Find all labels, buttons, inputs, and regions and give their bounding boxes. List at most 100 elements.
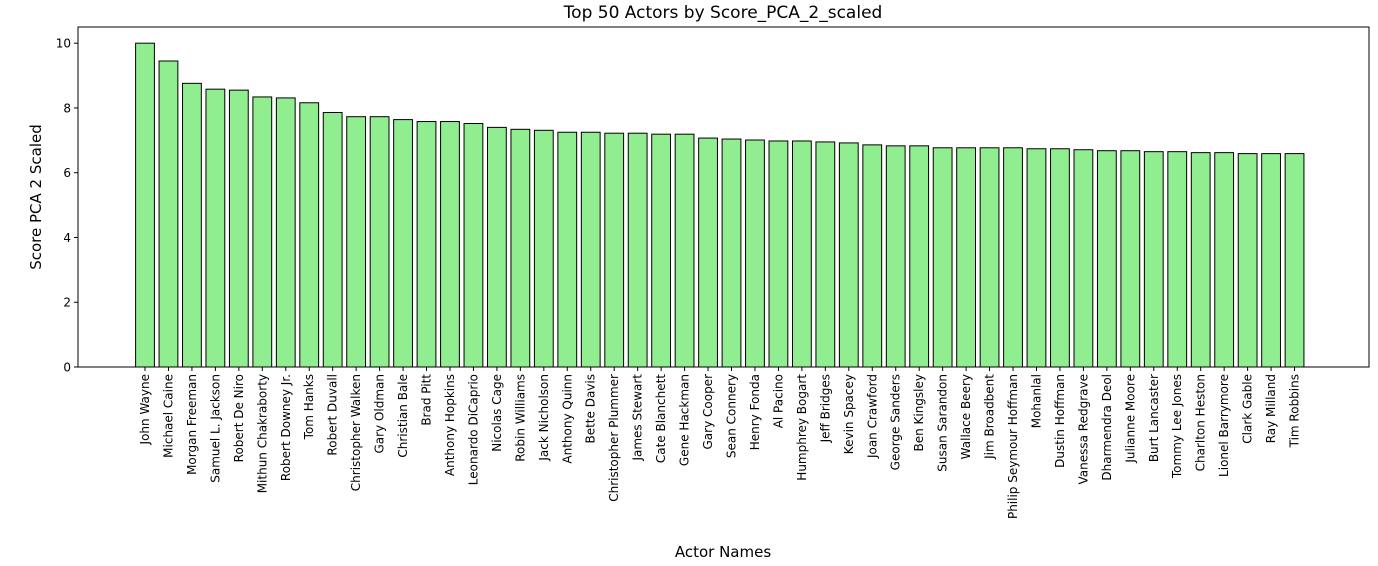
bar: [322, 111, 343, 368]
x-tick-label: Clark Gable: [1241, 374, 1255, 444]
bar: [346, 116, 367, 368]
x-tick-label: Henry Fonda: [748, 374, 762, 450]
bar: [182, 82, 202, 368]
bar: [862, 144, 883, 368]
bar: [838, 142, 859, 368]
x-tick-label: Robert Downey Jr.: [279, 374, 293, 481]
x-tick-label: Sean Connery: [725, 374, 739, 458]
x-tick-label: Leonardo DiCaprio: [466, 374, 480, 485]
x-tick-label: Charlton Heston: [1194, 374, 1208, 471]
x-tick-label: Brad Pitt: [420, 374, 434, 426]
bar: [440, 121, 460, 368]
bar: [768, 140, 789, 368]
y-tick-label: 6: [63, 166, 71, 180]
x-tick-label: Burt Lancaster: [1147, 374, 1161, 462]
y-tick-label: 10: [56, 37, 71, 51]
bar: [1120, 150, 1141, 368]
plot-frame: [77, 26, 1370, 368]
y-axis: 0 2 4 6 8 10: [56, 37, 78, 375]
x-tick-label: Wallace Beery: [959, 374, 973, 459]
x-tick-label: Jeff Bridges: [818, 374, 832, 443]
x-tick-label: Jack Nicholson: [537, 374, 551, 462]
bar: [299, 102, 320, 368]
y-tick-label: 4: [63, 231, 71, 245]
x-tick-label: Michael Caine: [161, 374, 175, 458]
bar: [721, 138, 742, 368]
bar: [627, 132, 648, 368]
x-tick-label: Dustin Hoffman: [1053, 374, 1067, 468]
x-tick-label: Tim Robbins: [1288, 374, 1302, 448]
bar: [416, 121, 437, 368]
bar: [1261, 153, 1281, 368]
x-axis-label: Actor Names: [675, 543, 771, 561]
bar: [369, 116, 390, 368]
bar: [932, 147, 953, 368]
x-tick-label: Lionel Barrymore: [1217, 374, 1231, 477]
x-tick-label: Gene Hackman: [678, 374, 692, 466]
bar: [1073, 149, 1094, 368]
y-tick-label: 8: [63, 101, 71, 115]
bar: [533, 129, 554, 368]
x-tick-label: John Wayne: [138, 374, 152, 445]
x-tick-label: Mithun Chakraborty: [255, 374, 269, 493]
y-tick-label: 0: [63, 361, 71, 375]
x-tick-label: Tom Hanks: [302, 374, 316, 440]
bar: [1284, 153, 1305, 368]
x-tick-label: Samuel L. Jackson: [208, 374, 222, 483]
x-tick-label: Joan Crawford: [865, 374, 879, 459]
bar: [674, 133, 695, 368]
bar: [745, 139, 765, 368]
x-tick-label: Anthony Hopkins: [443, 374, 457, 476]
x-tick-label: Ray Milland: [1264, 374, 1278, 443]
bar: [791, 140, 812, 368]
bar: [885, 145, 906, 368]
bar: [604, 132, 625, 368]
y-tick-label: 2: [63, 296, 71, 310]
bar: [158, 60, 179, 368]
x-axis: John Wayne Michael Caine Morgan Freeman Sam…: [138, 367, 1302, 519]
bar: [463, 123, 484, 368]
bar: [1214, 152, 1235, 368]
bar: [1167, 151, 1188, 368]
bar: [580, 131, 601, 368]
x-tick-label: Jim Broadbent: [983, 374, 997, 460]
x-tick-label: Julianne Moore: [1123, 374, 1137, 464]
bar: [557, 131, 578, 368]
x-tick-label: Gary Cooper: [701, 374, 715, 450]
x-tick-label: Robert Duvall: [326, 374, 340, 456]
bar: [815, 141, 836, 368]
x-tick-label: Christopher Walken: [349, 374, 363, 491]
x-tick-label: Cate Blanchett: [654, 374, 668, 463]
chart-title: Top 50 Actors by Score_PCA_2_scaled: [563, 3, 883, 23]
x-tick-label: Nicolas Cage: [490, 374, 504, 452]
x-tick-label: Humphrey Bogart: [795, 374, 809, 481]
x-tick-label: Mohanlal: [1029, 374, 1043, 428]
bar: [698, 137, 718, 368]
x-tick-label: Philip Seymour Hoffman: [1006, 374, 1020, 519]
x-tick-label: George Sanders: [889, 374, 903, 470]
x-tick-label: Christian Bale: [396, 374, 410, 458]
x-tick-label: Vanessa Redgrave: [1076, 374, 1090, 484]
bar: [1003, 147, 1023, 368]
bar: [135, 42, 155, 368]
bar: [909, 145, 930, 368]
x-tick-label: James Stewart: [631, 374, 645, 462]
x-tick-label: Al Pacino: [771, 374, 785, 428]
x-tick-label: Morgan Freeman: [185, 374, 199, 475]
bar: [275, 97, 296, 368]
bar: [205, 88, 226, 368]
bar: [1190, 152, 1211, 368]
x-tick-label: Dharmendra Deol: [1100, 374, 1114, 481]
bar: [1050, 148, 1070, 368]
x-tick-label: Tommy Lee Jones: [1170, 374, 1184, 479]
bar: [228, 89, 249, 368]
bar: [956, 147, 977, 368]
bar: [979, 147, 1000, 368]
bar: [1096, 150, 1117, 368]
x-tick-label: Robert De Niro: [232, 374, 246, 462]
bar: [510, 128, 531, 368]
x-tick-label: Christopher Plummer: [607, 374, 621, 502]
x-tick-label: Ben Kingsley: [912, 374, 926, 452]
